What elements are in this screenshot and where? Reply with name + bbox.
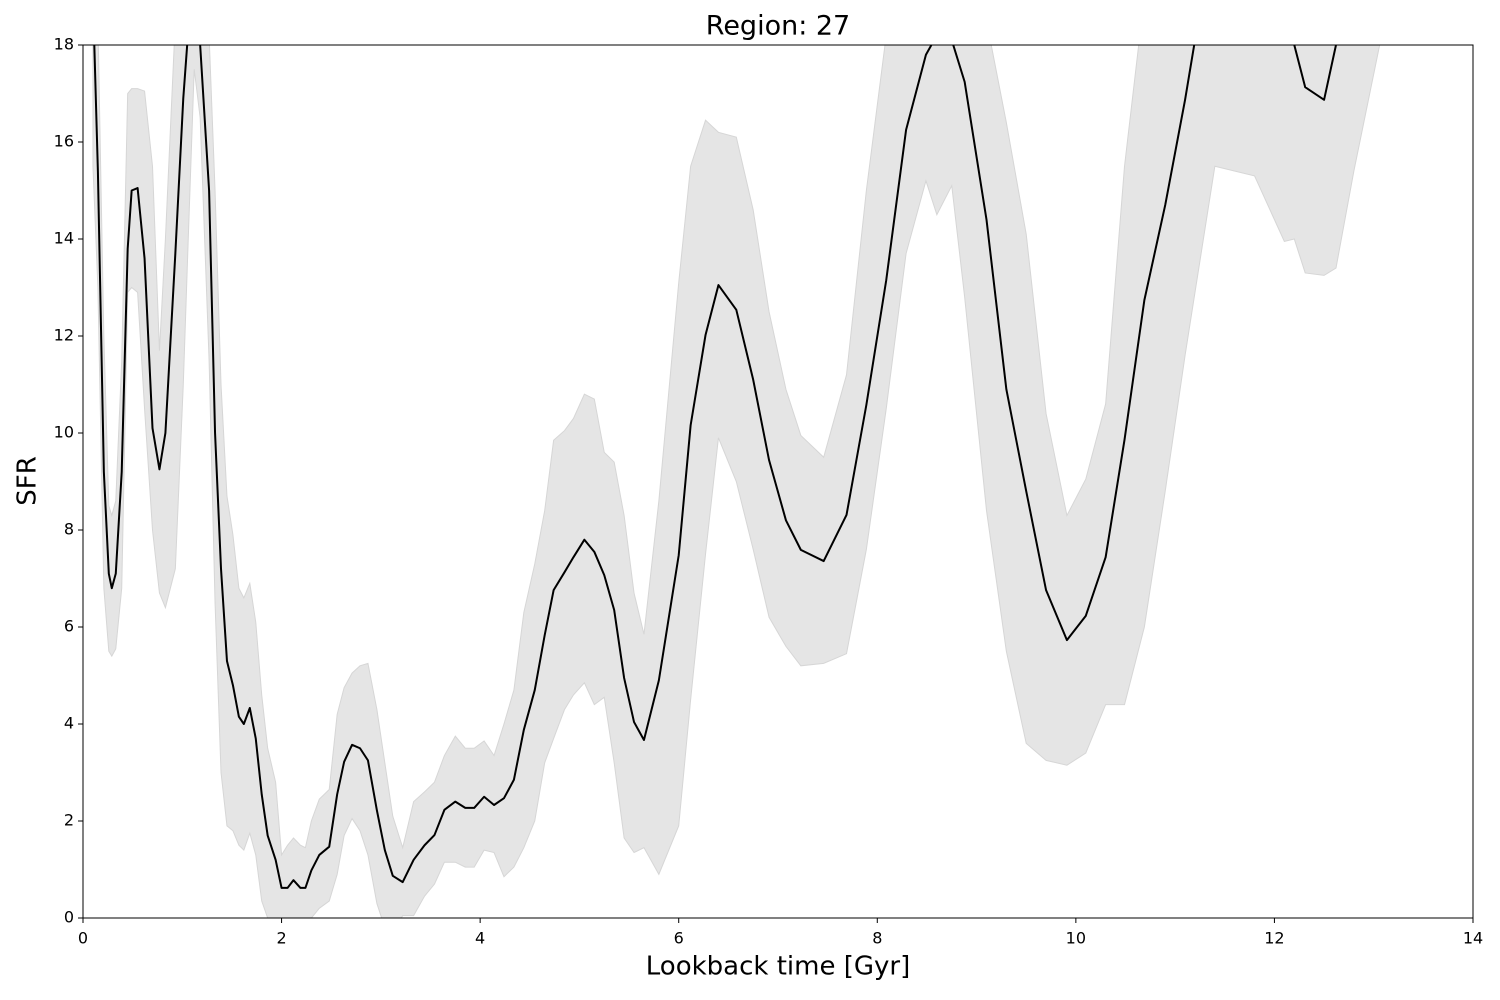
y-tick-label: 14 <box>54 229 74 248</box>
y-tick-label: 12 <box>54 326 74 345</box>
y-axis-label: SFR <box>13 456 43 506</box>
x-tick-label: 10 <box>1066 929 1086 948</box>
y-tick-label: 10 <box>54 423 74 442</box>
chart-title: Region: 27 <box>706 11 850 42</box>
x-tick-label: 0 <box>78 929 88 948</box>
y-tick-label: 18 <box>54 35 74 54</box>
x-axis-label: Lookback time [Gyr] <box>646 952 910 982</box>
y-tick-label: 0 <box>64 908 74 927</box>
y-tick-label: 8 <box>64 520 74 539</box>
uncertainty-band <box>92 45 1381 918</box>
y-tick-label: 2 <box>64 811 74 830</box>
plot-area <box>92 45 1381 918</box>
x-tick-label: 6 <box>674 929 684 948</box>
plot-frame <box>82 44 1474 919</box>
y-tick-label: 6 <box>64 617 74 636</box>
x-tick-label: 2 <box>276 929 286 948</box>
x-tick-label: 4 <box>475 929 485 948</box>
x-tick-label: 12 <box>1264 929 1284 948</box>
x-tick-label: 8 <box>872 929 882 948</box>
y-tick-label: 16 <box>54 132 74 151</box>
y-tick-label: 4 <box>64 714 74 733</box>
x-tick-label: 14 <box>1463 929 1483 948</box>
sfr-line <box>93 45 1338 889</box>
